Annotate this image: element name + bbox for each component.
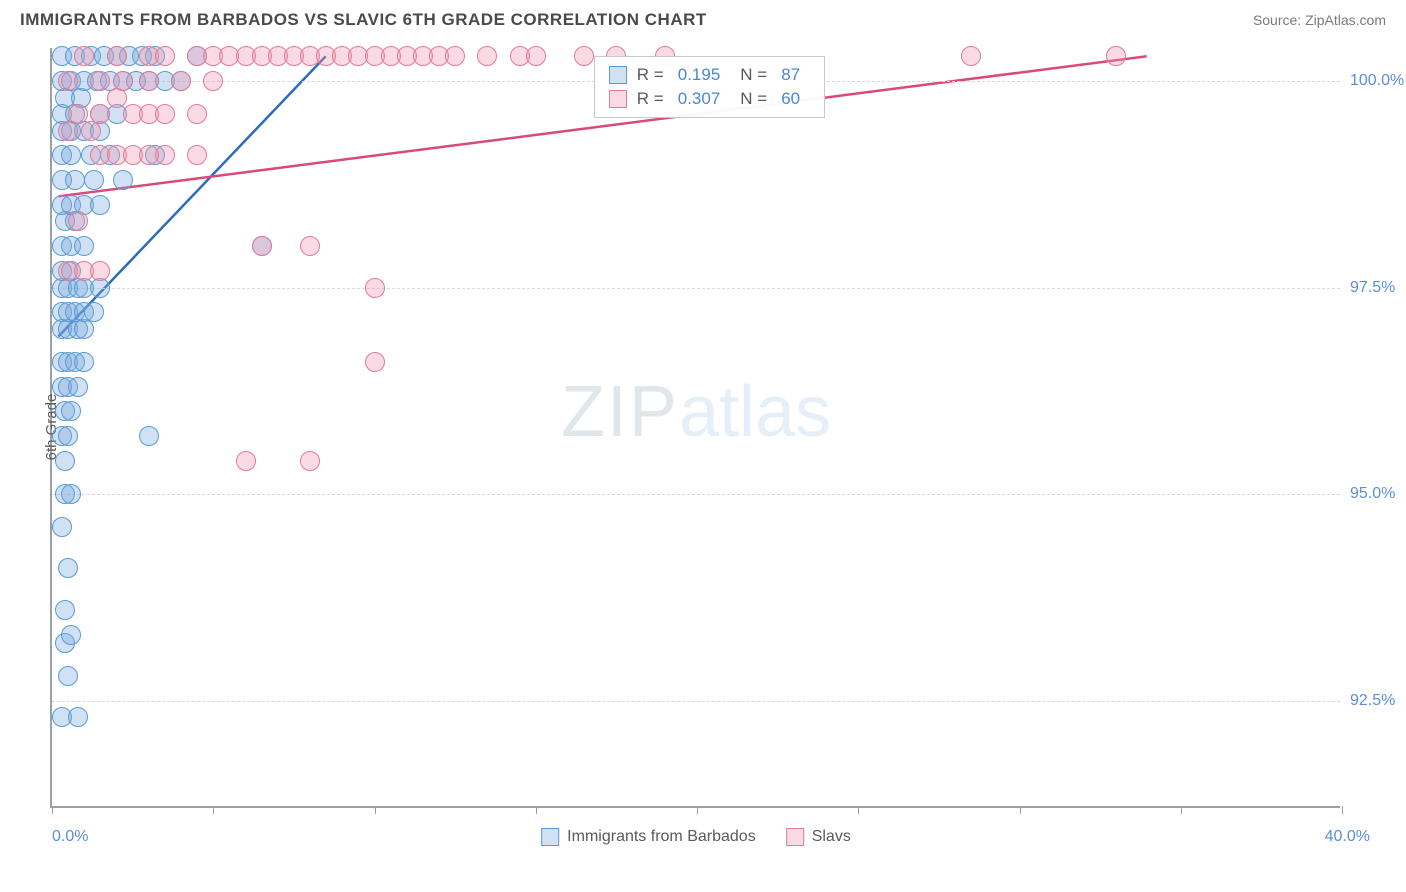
scatter-point xyxy=(55,600,75,620)
y-tick-label: 92.5% xyxy=(1350,692,1406,710)
scatter-point xyxy=(574,46,594,66)
trend-lines xyxy=(52,48,1340,806)
legend-row: R = 0.195 N = 87 xyxy=(609,63,810,87)
x-tick xyxy=(1181,806,1182,814)
scatter-point xyxy=(445,46,465,66)
scatter-point xyxy=(155,104,175,124)
series-legend-item: Slavs xyxy=(786,828,851,846)
scatter-point xyxy=(65,170,85,190)
scatter-point xyxy=(61,484,81,504)
scatter-point xyxy=(84,170,104,190)
scatter-point xyxy=(203,71,223,91)
scatter-point xyxy=(107,46,127,66)
scatter-point xyxy=(300,236,320,256)
scatter-point xyxy=(74,46,94,66)
scatter-point xyxy=(187,145,207,165)
legend-r-value: 0.195 xyxy=(678,65,721,85)
scatter-point xyxy=(252,236,272,256)
legend-swatch xyxy=(609,90,627,108)
legend-r-label: R = xyxy=(637,89,664,109)
scatter-point xyxy=(155,46,175,66)
scatter-point xyxy=(365,278,385,298)
series-name: Slavs xyxy=(812,828,851,846)
x-tick xyxy=(52,806,53,814)
scatter-point xyxy=(74,236,94,256)
gridline xyxy=(52,494,1340,495)
scatter-point xyxy=(187,104,207,124)
scatter-point xyxy=(526,46,546,66)
scatter-point xyxy=(236,451,256,471)
legend-swatch xyxy=(786,828,804,846)
scatter-point xyxy=(171,71,191,91)
series-name: Immigrants from Barbados xyxy=(567,828,756,846)
scatter-point xyxy=(61,145,81,165)
legend-r-value: 0.307 xyxy=(678,89,721,109)
scatter-point xyxy=(90,71,110,91)
x-min-label: 0.0% xyxy=(52,828,88,846)
legend-swatch xyxy=(541,828,559,846)
scatter-point xyxy=(61,625,81,645)
scatter-point xyxy=(68,104,88,124)
watermark: ZIPatlas xyxy=(561,371,831,453)
scatter-point xyxy=(90,195,110,215)
watermark-atlas: atlas xyxy=(679,372,831,452)
scatter-point xyxy=(90,261,110,281)
x-tick xyxy=(536,806,537,814)
watermark-zip: ZIP xyxy=(561,372,679,452)
source-attribution: Source: ZipAtlas.com xyxy=(1253,12,1386,28)
scatter-point xyxy=(113,170,133,190)
gridline xyxy=(52,701,1340,702)
scatter-point xyxy=(74,352,94,372)
legend-n-label: N = xyxy=(740,65,767,85)
legend-swatch xyxy=(609,66,627,84)
legend-n-value: 60 xyxy=(781,89,800,109)
scatter-point xyxy=(90,104,110,124)
legend-r-label: R = xyxy=(637,65,664,85)
x-max-label: 40.0% xyxy=(1325,828,1370,846)
gridline xyxy=(52,288,1340,289)
y-tick-label: 97.5% xyxy=(1350,279,1406,297)
scatter-point xyxy=(55,451,75,471)
x-tick xyxy=(1020,806,1021,814)
x-tick xyxy=(213,806,214,814)
scatter-point xyxy=(58,426,78,446)
scatter-point xyxy=(477,46,497,66)
scatter-point xyxy=(1106,46,1126,66)
y-tick-label: 100.0% xyxy=(1350,72,1406,90)
x-tick xyxy=(697,806,698,814)
scatter-point xyxy=(113,71,133,91)
series-legend-item: Immigrants from Barbados xyxy=(541,828,756,846)
scatter-point xyxy=(68,707,88,727)
scatter-point xyxy=(84,302,104,322)
legend-row: R = 0.307 N = 60 xyxy=(609,87,810,111)
y-tick-label: 95.0% xyxy=(1350,485,1406,503)
scatter-point xyxy=(139,426,159,446)
legend-n-label: N = xyxy=(740,89,767,109)
plot-area: 6th Grade ZIPatlas 92.5%95.0%97.5%100.0%… xyxy=(50,48,1340,808)
x-tick xyxy=(375,806,376,814)
chart-title: IMMIGRANTS FROM BARBADOS VS SLAVIC 6TH G… xyxy=(20,10,707,30)
stats-legend: R = 0.195 N = 87 R = 0.307 N = 60 xyxy=(594,56,825,118)
scatter-point xyxy=(365,352,385,372)
scatter-point xyxy=(58,71,78,91)
scatter-point xyxy=(961,46,981,66)
chart-container: 6th Grade ZIPatlas 92.5%95.0%97.5%100.0%… xyxy=(0,38,1406,868)
legend-n-value: 87 xyxy=(781,65,800,85)
x-tick xyxy=(858,806,859,814)
scatter-point xyxy=(139,71,159,91)
scatter-point xyxy=(52,517,72,537)
scatter-point xyxy=(68,211,88,231)
chart-header: IMMIGRANTS FROM BARBADOS VS SLAVIC 6TH G… xyxy=(0,0,1406,38)
series-legend: Immigrants from Barbados Slavs xyxy=(541,828,851,846)
scatter-point xyxy=(139,145,159,165)
scatter-point xyxy=(61,401,81,421)
scatter-point xyxy=(58,666,78,686)
scatter-point xyxy=(58,558,78,578)
scatter-point xyxy=(300,451,320,471)
scatter-point xyxy=(68,377,88,397)
x-tick xyxy=(1342,806,1343,814)
